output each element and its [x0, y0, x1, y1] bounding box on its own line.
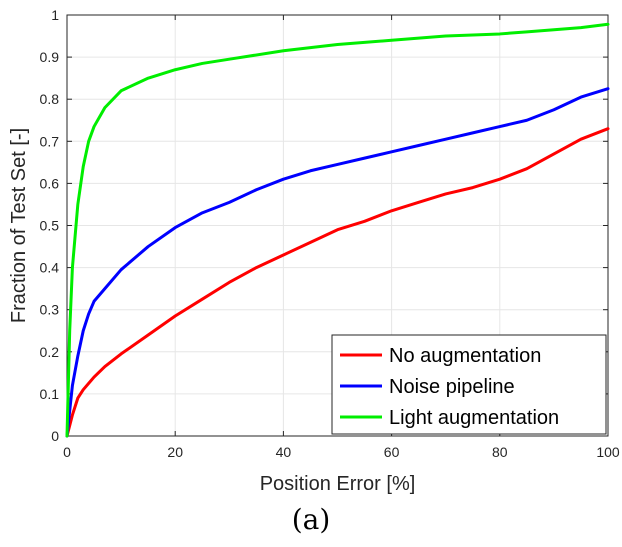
y-tick-label: 0.6 [40, 175, 60, 191]
y-tick-label: 0.2 [40, 344, 60, 360]
x-tick-label: 60 [384, 444, 400, 460]
grid [66, 14, 609, 437]
y-tick-label: 0.5 [40, 218, 60, 234]
legend-label-2: Noise pipeline [389, 376, 515, 398]
x-tick-label: 20 [167, 444, 183, 460]
legend-label-1: No augmentation [389, 345, 541, 367]
x-tick-label: 80 [492, 444, 508, 460]
legend: No augmentation Noise pipeline Light augme… [331, 334, 607, 435]
legend-label-3: Light augmentation [389, 407, 559, 429]
axis-ticks: 0 20 40 60 80 100 0 0.1 0.2 0.3 0.4 0.5 0.6 0.7 0.8 0.9… [40, 7, 620, 460]
y-tick-label: 0 [51, 428, 59, 444]
line-chart: 0 20 40 60 80 100 0 0.1 0.2 0.3 0.4 0.5 0.6 0.7 0.8 0.9… [8, 7, 620, 495]
y-tick-label: 0.9 [40, 49, 60, 65]
y-tick-label: 0.4 [40, 260, 60, 276]
y-tick-label: 0.3 [40, 302, 60, 318]
figure-caption: (a) [291, 503, 331, 536]
series-line-3 [65, 22, 610, 438]
series-line-2 [65, 87, 610, 438]
y-axis-label: Fraction of Test Set [-] [8, 128, 30, 323]
y-tick-label: 0.7 [40, 133, 60, 149]
x-tick-label: 40 [276, 444, 292, 460]
series-lines [65, 22, 610, 438]
y-tick-label: 1 [51, 7, 59, 23]
y-tick-label: 0.8 [40, 91, 60, 107]
series-line-1 [65, 127, 610, 438]
x-tick-label: 0 [63, 444, 71, 460]
y-tick-label: 0.1 [40, 386, 60, 402]
x-axis-label: Position Error [%] [260, 473, 416, 495]
x-tick-label: 100 [596, 444, 620, 460]
